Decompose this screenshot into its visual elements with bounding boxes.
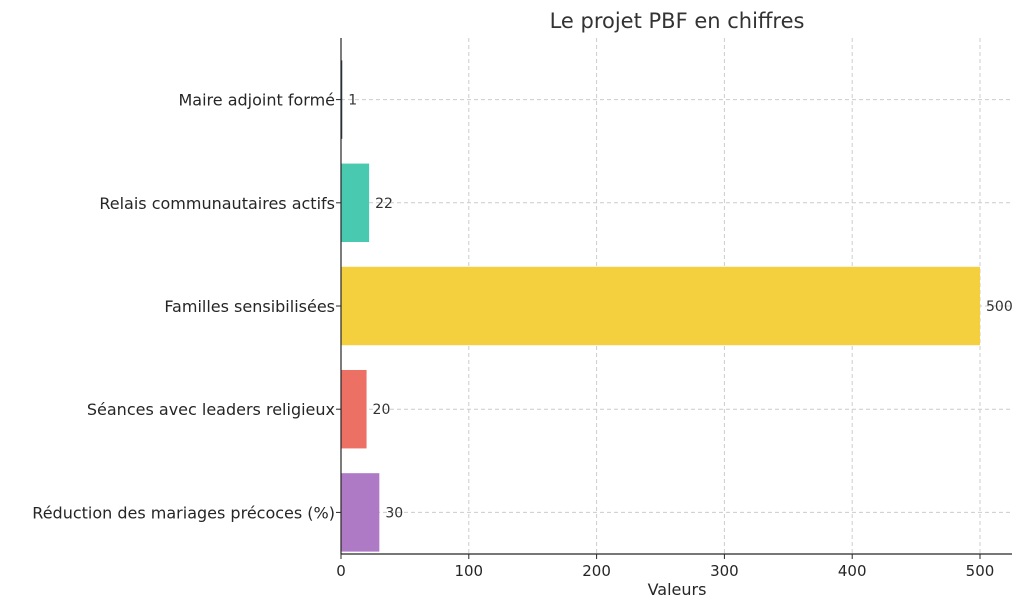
x-axis-title: Valeurs [648,580,707,599]
value-label: 1 [348,93,357,109]
category-label: Maire adjoint formé [179,91,336,110]
x-tick-label: 0 [336,562,346,580]
bar [341,266,980,346]
value-label: 22 [375,196,393,212]
bar [341,369,367,449]
category-label: Séances avec leaders religieux [87,400,335,419]
x-tick-label: 100 [454,562,483,580]
x-tick-label: 500 [966,562,995,580]
x-tick-label: 200 [582,562,611,580]
x-tick-label: 300 [710,562,739,580]
bar [341,60,343,139]
bar [341,163,370,243]
category-label: Réduction des mariages précoces (%) [32,503,335,522]
category-label: Familles sensibilisées [164,297,335,316]
labels: 0 100 200 300 400 500 Maire adjoint formé 1 Rela… [32,91,1012,580]
value-label: 500 [986,299,1013,315]
chart-title: Le projet PBF en chiffres [550,9,805,33]
x-tick-label: 400 [838,562,867,580]
bars [341,60,980,552]
bar [341,473,380,552]
grid-lines [341,38,1012,554]
value-label: 20 [373,402,391,418]
value-label: 30 [385,505,403,521]
axes [336,38,1012,559]
category-label: Relais communautaires actifs [99,194,335,213]
